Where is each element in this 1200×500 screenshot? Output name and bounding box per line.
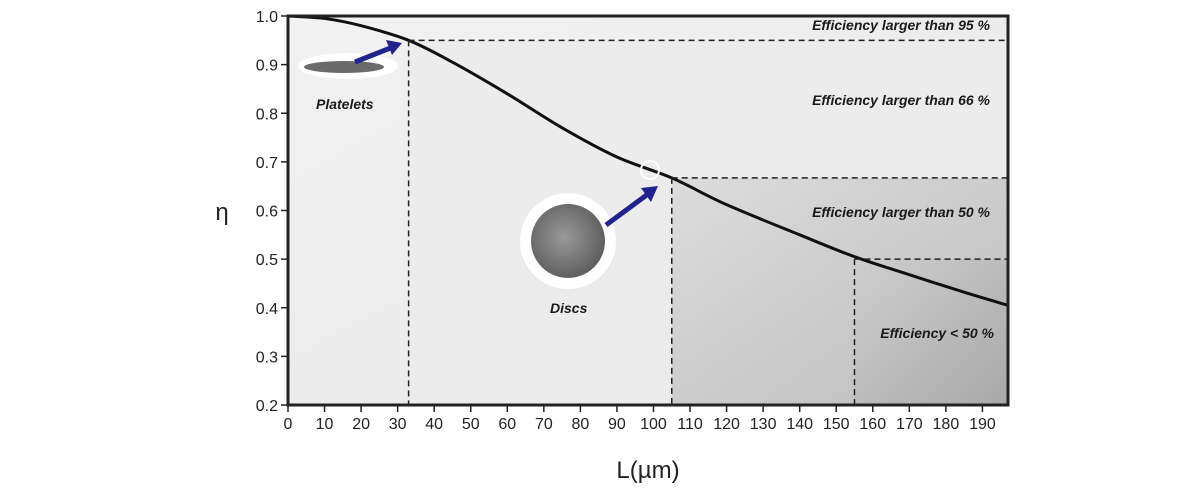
- x-tick-label: 120: [713, 416, 740, 433]
- label-95: Efficiency larger than 95 %: [812, 17, 990, 33]
- x-tick-label: 0: [284, 416, 293, 433]
- y-axis-label: η: [215, 199, 228, 226]
- y-tick-label: 0.9: [256, 58, 278, 75]
- y-tick-label: 0.8: [256, 106, 278, 123]
- x-tick-label: 110: [677, 416, 703, 433]
- arrow-icon: [354, 40, 402, 65]
- x-tick-label: 100: [640, 416, 667, 433]
- x-tick-label: 40: [425, 416, 443, 433]
- y-tick-label: 0.6: [256, 204, 278, 221]
- label-50: Efficiency larger than 50 %: [812, 204, 990, 220]
- arrow-icon: [604, 186, 658, 228]
- x-tick-label: 90: [608, 416, 626, 433]
- x-tick-label: 10: [316, 416, 334, 433]
- y-tick-label: 0.3: [256, 349, 278, 366]
- threshold-region: [854, 259, 1008, 405]
- label-66: Efficiency larger than 66 %: [812, 92, 990, 108]
- y-tick-label: 0.7: [256, 155, 278, 172]
- y-tick-label: 0.5: [256, 252, 278, 269]
- x-tick-label: 130: [750, 416, 777, 433]
- label-below-50: Efficiency < 50 %: [880, 325, 994, 341]
- x-tick-label: 70: [535, 416, 553, 433]
- x-tick-label: 160: [859, 416, 886, 433]
- y-tick-label: 0.4: [256, 301, 278, 318]
- x-tick-label: 190: [969, 416, 996, 433]
- x-tick-label: 50: [462, 416, 480, 433]
- x-tick-label: 60: [498, 416, 516, 433]
- x-tick-label: 20: [352, 416, 370, 433]
- x-tick-label: 140: [786, 416, 813, 433]
- efficiency-curve: [287, 14, 1009, 307]
- x-tick-label: 170: [896, 416, 923, 433]
- platelet-image: [298, 53, 398, 79]
- x-tick-label: 180: [933, 416, 960, 433]
- disc-image: [520, 160, 660, 289]
- x-tick-label: 30: [389, 416, 407, 433]
- discs-label: Discs: [550, 300, 588, 316]
- x-tick-label: 80: [571, 416, 589, 433]
- x-axis-label: L(µm): [616, 457, 679, 484]
- y-tick-label: 0.2: [256, 398, 278, 415]
- x-tick-label: 150: [823, 416, 850, 433]
- platelets-label: Platelets: [316, 96, 374, 112]
- y-tick-label: 1.0: [256, 9, 278, 26]
